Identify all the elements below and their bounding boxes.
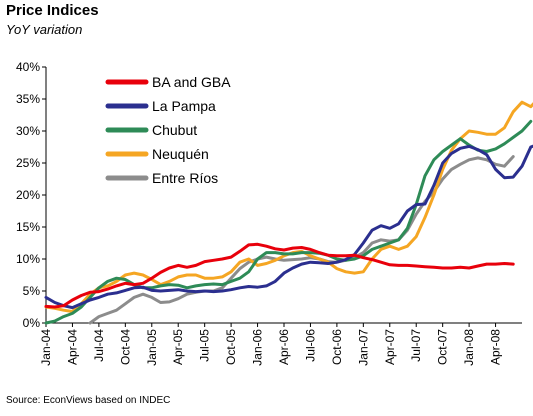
series-line-ba-and-gba [44,242,515,309]
x-tick-label: Jan-08 [462,329,476,366]
x-tick-label: Oct-07 [436,329,450,365]
series-lines [44,100,533,325]
x-tick-label: Jan-07 [356,329,370,366]
y-tick-label: 35% [16,92,40,106]
x-tick-label: Jan-06 [251,329,265,366]
line-chart: 0% 5% 10% 15% 20% 25% 30% 35% 40% Jan-04 Apr-04 Ju… [16,60,533,366]
x-tick-label: Oct-06 [330,329,344,365]
y-tick-label: 0% [23,316,41,330]
x-tick-label: Jan-04 [39,329,53,366]
x-tick-label: Jan-05 [145,329,159,366]
y-axis-ticks: 0% 5% 10% 15% 20% 25% 30% 35% 40% [16,60,46,330]
y-tick-label: 10% [16,252,40,266]
legend-label-chubut: Chubut [152,122,197,138]
legend-label-entre-r-os: Entre Ríos [152,170,218,186]
y-tick-label: 5% [23,284,41,298]
series-line-la-pampa [44,144,533,310]
x-tick-label: Jul-04 [92,329,106,362]
chart-title: Price Indices [6,2,99,19]
y-tick-label: 40% [16,60,40,74]
x-tick-label: Jul-06 [303,329,317,362]
x-tick-label: Apr-08 [489,329,503,365]
x-tick-label: Jul-07 [409,329,423,362]
x-tick-label: Oct-04 [118,329,132,365]
x-axis-ticks: Jan-04 Apr-04 Jul-04 Oct-04 Jan-05 Apr-05 Jul-… [39,323,503,366]
legend: BA and GBA La Pampa Chubut Neuquén Entre Río… [105,74,231,186]
legend-label-la-pampa: La Pampa [152,98,216,114]
y-tick-label: 15% [16,220,40,234]
x-tick-label: Jul-05 [198,329,212,362]
x-tick-label: Apr-04 [65,329,79,365]
x-tick-label: Apr-06 [277,329,291,365]
y-tick-label: 30% [16,124,40,138]
x-tick-label: Apr-07 [383,329,397,365]
series-line-chubut [44,119,533,325]
legend-label-neuqu-n: Neuquén [152,146,209,162]
source-note: Source: EconViews based on INDEC [6,395,171,406]
series-line-entre-r-os [88,155,515,325]
x-tick-label: Apr-05 [171,329,185,365]
chart-subtitle: YoY variation [6,22,83,37]
x-tick-label: Oct-05 [224,329,238,365]
y-tick-label: 20% [16,188,40,202]
y-tick-label: 25% [16,156,40,170]
legend-label-ba-and-gba: BA and GBA [152,74,231,90]
